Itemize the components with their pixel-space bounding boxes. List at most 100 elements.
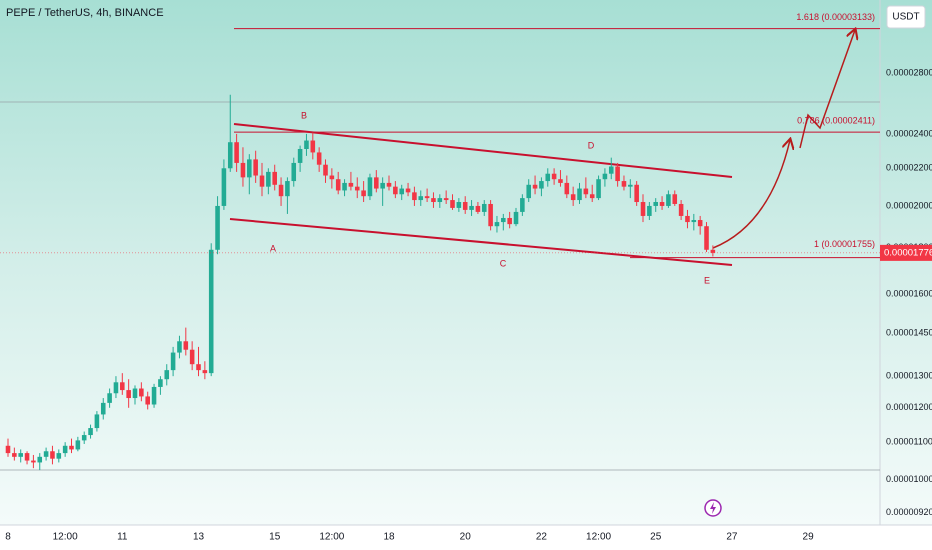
candle-body: [100, 402, 106, 415]
candle-body: [88, 428, 93, 436]
candle-body: [539, 181, 544, 189]
x-tick-label: 15: [269, 532, 281, 543]
wave-label: B: [301, 110, 307, 120]
y-tick-label: 0.00001000: [886, 474, 932, 484]
candle-body: [418, 196, 424, 201]
y-tick-label: 0.00001600: [886, 288, 932, 298]
candle-body: [666, 194, 671, 206]
channel-upper: [233, 123, 733, 178]
candle-body: [412, 192, 417, 201]
candle-body: [18, 453, 23, 457]
candle-body: [227, 142, 233, 169]
candle-body: [43, 451, 49, 457]
candle-body: [291, 162, 297, 182]
candle-body: [691, 220, 697, 223]
candle-body: [189, 349, 195, 365]
candle-body: [234, 142, 239, 163]
candle-body: [520, 198, 525, 212]
candle-body: [202, 370, 208, 374]
y-tick-label: 0.00001200: [886, 402, 932, 412]
candle-body: [462, 202, 468, 210]
candle-body: [634, 184, 639, 203]
candle-body: [247, 159, 252, 178]
candle-body: [405, 188, 411, 193]
candle-body: [570, 194, 576, 201]
candle-body: [50, 451, 55, 459]
candle-body: [710, 249, 716, 253]
y-tick-label: 0.00000920: [886, 507, 932, 517]
y-tick-label: 0.00002800: [886, 67, 932, 77]
candle-body: [393, 186, 398, 195]
candle-body: [253, 159, 258, 176]
candle-body: [475, 205, 481, 212]
candle-body: [615, 166, 620, 182]
candle-body: [367, 177, 373, 197]
candle-body: [12, 453, 17, 457]
fib-label: 0.786 (0.00002411): [797, 115, 875, 125]
x-tick-label: 22: [536, 532, 548, 543]
candle-body: [145, 396, 150, 405]
candle-body: [380, 182, 385, 189]
candle-body: [431, 198, 436, 203]
candle-body: [545, 173, 551, 182]
candle-body: [75, 440, 81, 450]
candle-body: [139, 388, 144, 397]
x-tick-label: 11: [117, 532, 128, 543]
x-tick-label: 8: [5, 532, 11, 543]
candle-body: [647, 205, 652, 216]
candle-body: [335, 179, 341, 191]
candle-body: [443, 198, 449, 201]
candle-body: [259, 175, 265, 187]
chart-title: PEPE / TetherUS, 4h, BINANCE: [6, 7, 164, 19]
candle-body: [285, 181, 290, 197]
candle-body: [151, 386, 157, 405]
wave-label: E: [704, 275, 710, 285]
x-tick-label: 12:00: [586, 532, 611, 543]
y-tick-label: 0.00002000: [886, 200, 932, 210]
time-axis-background: [0, 525, 932, 550]
candle-body: [697, 220, 703, 227]
candle-body: [158, 379, 163, 387]
candle-body: [278, 184, 284, 197]
candle-body: [272, 171, 277, 185]
x-tick-label: 29: [803, 532, 815, 543]
current-price-label: 0.00001776: [884, 247, 932, 258]
candle-body: [532, 184, 538, 189]
candle-body: [469, 205, 474, 210]
x-tick-label: 12:00: [53, 532, 78, 543]
candle-body: [215, 205, 220, 250]
candle-body: [177, 341, 182, 353]
currency[interactable]: USDT: [892, 12, 919, 23]
candle-body: [310, 140, 316, 153]
candle-body: [640, 202, 646, 216]
candle-body: [354, 186, 360, 191]
candles: [5, 94, 716, 471]
candle-body: [628, 184, 633, 187]
x-tick-label: 20: [460, 532, 472, 543]
candle-body: [69, 445, 74, 450]
candle-body: [551, 173, 557, 180]
candle-body: [62, 445, 68, 454]
candle-body: [488, 203, 493, 227]
y-tick-label: 0.00001100: [886, 437, 932, 447]
candle-body: [374, 177, 379, 189]
wave-label: C: [500, 258, 507, 268]
y-tick-label: 0.00001450: [886, 327, 932, 337]
candle-body: [348, 182, 354, 187]
x-tick-label: 12:00: [319, 532, 344, 543]
candle-body: [437, 198, 443, 203]
candle-body: [164, 370, 170, 380]
candle-body: [659, 202, 665, 206]
candle-body: [583, 188, 589, 195]
x-tick-label: 18: [383, 532, 395, 543]
plot-background: [0, 0, 932, 525]
candle-body: [621, 181, 627, 187]
candle-body: [94, 414, 100, 429]
candle-body: [297, 148, 303, 163]
candle-body: [501, 217, 506, 223]
candle-body: [126, 390, 131, 399]
candle-body: [456, 202, 462, 208]
currency-box[interactable]: [886, 5, 926, 29]
candle-body: [31, 460, 36, 463]
candle-body: [316, 152, 322, 165]
